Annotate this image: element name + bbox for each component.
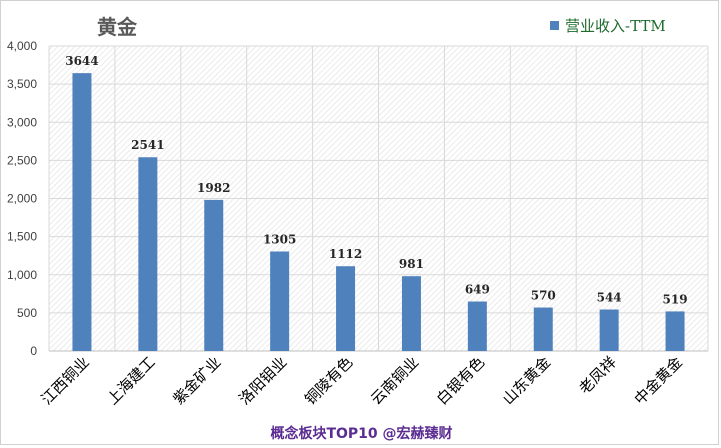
data-label: 1982 <box>197 181 230 195</box>
x-category-label: 云南铜业 <box>367 353 422 408</box>
data-label: 544 <box>597 291 622 305</box>
bar <box>204 199 224 351</box>
y-tick-label: 2,500 <box>7 153 37 167</box>
data-label: 519 <box>663 292 688 306</box>
y-tick-label: 3,000 <box>7 115 37 129</box>
bar <box>270 251 290 351</box>
footer-caption: 概念板块TOP10 @宏赫臻财 <box>270 426 453 442</box>
x-category-label: 上海建工 <box>104 353 159 408</box>
y-tick-label: 0 <box>30 344 37 358</box>
legend-swatch <box>550 21 559 30</box>
x-category-label: 铜陵有色 <box>301 353 356 408</box>
x-category-label: 山东黄金 <box>499 353 554 408</box>
x-category-label: 紫金矿业 <box>169 353 224 408</box>
y-tick-label: 1,000 <box>7 268 37 282</box>
chart-title: 黄金 <box>97 15 137 39</box>
legend-label: 营业收入-TTM <box>565 17 666 35</box>
data-label: 2541 <box>131 138 164 152</box>
y-tick-label: 500 <box>17 306 37 320</box>
data-label: 3644 <box>65 54 98 68</box>
x-category-label: 老凤祥 <box>575 353 620 398</box>
y-tick-label: 1,500 <box>7 230 37 244</box>
x-category-label: 洛阳钼业 <box>235 353 290 408</box>
bar <box>72 73 92 352</box>
bar <box>138 157 158 351</box>
bar <box>533 307 553 351</box>
bar <box>467 301 487 351</box>
y-tick-label: 2,000 <box>7 192 37 206</box>
y-tick-label: 4,000 <box>7 39 37 53</box>
bar <box>401 276 421 351</box>
data-label: 1112 <box>329 247 362 261</box>
x-category-label: 白银有色 <box>433 353 488 408</box>
x-category-label: 中金黄金 <box>631 353 686 408</box>
data-label: 649 <box>465 283 490 297</box>
bar <box>599 309 619 351</box>
x-category-label: 江西铜业 <box>38 353 93 408</box>
data-label: 570 <box>531 289 556 303</box>
data-label: 981 <box>399 257 424 271</box>
bar <box>665 311 685 351</box>
data-label: 1305 <box>263 232 296 246</box>
bar <box>336 266 356 351</box>
y-tick-label: 3,500 <box>7 77 37 91</box>
legend: 营业收入-TTM <box>550 15 666 36</box>
